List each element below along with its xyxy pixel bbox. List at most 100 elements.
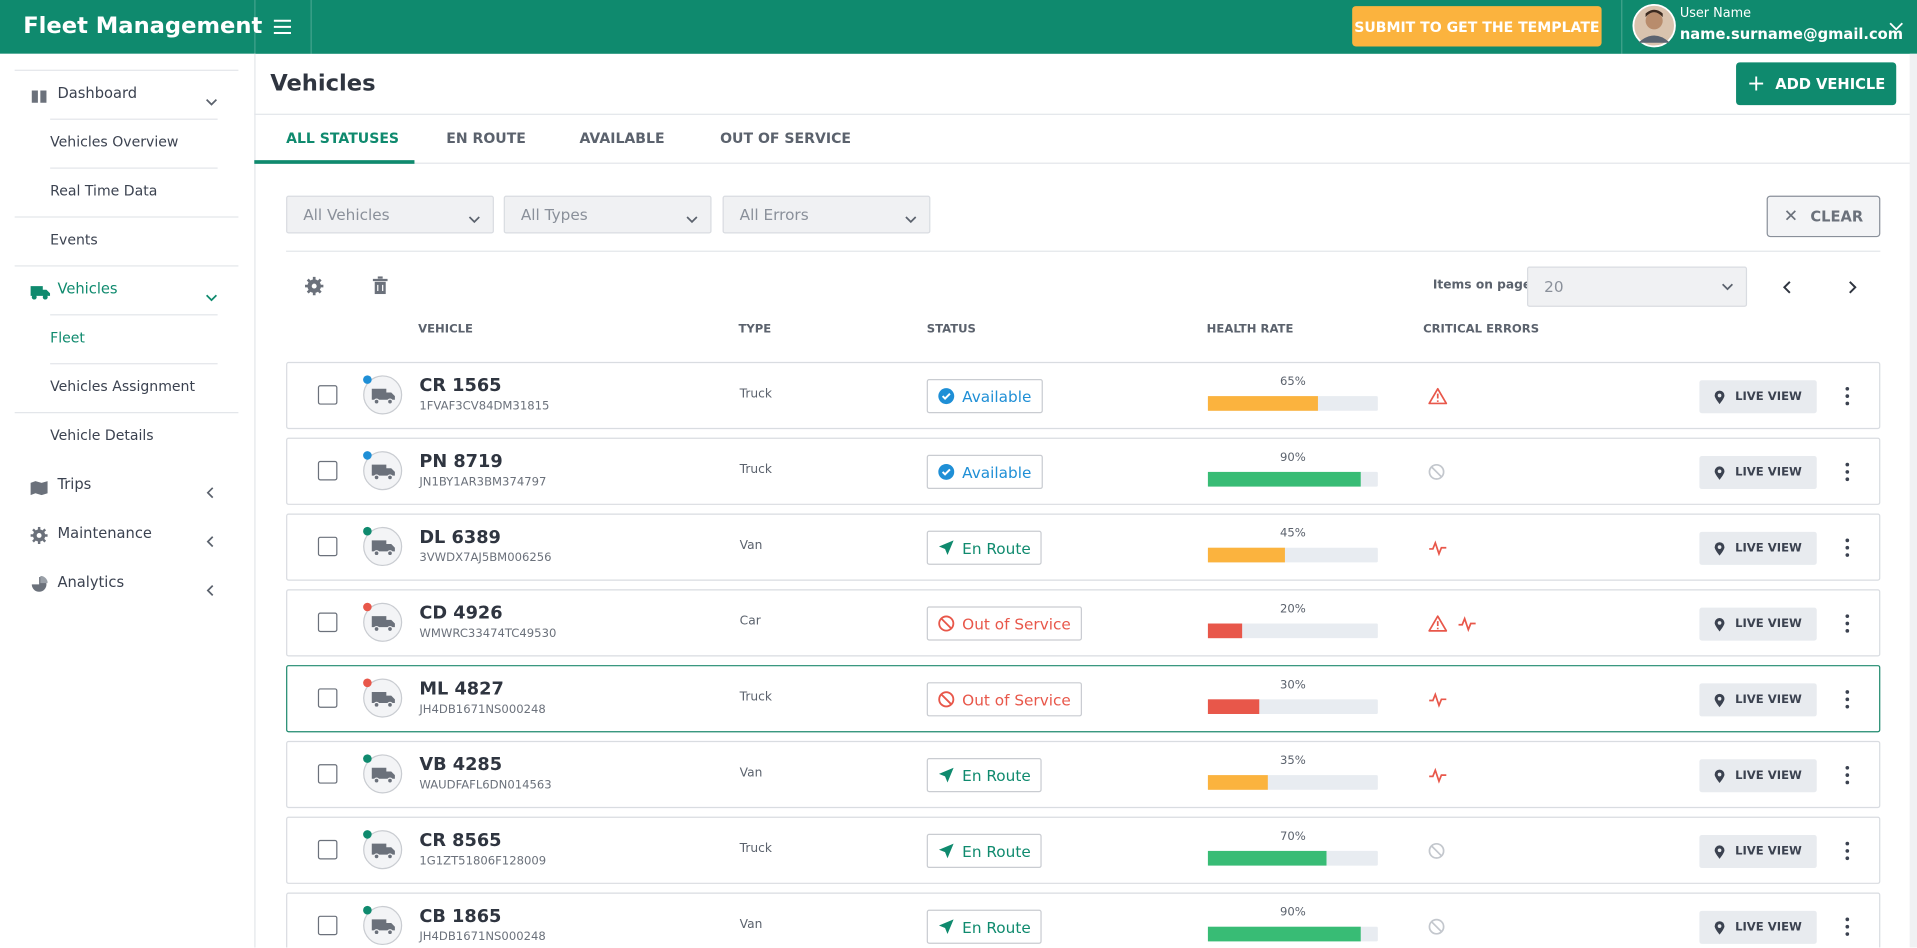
icon bbox=[371, 843, 395, 860]
more-menu[interactable] bbox=[1844, 690, 1851, 714]
nav-subitem[interactable]: Real Time Data bbox=[50, 182, 158, 200]
nav-subitem[interactable]: Events bbox=[50, 231, 98, 249]
icon bbox=[1845, 470, 1850, 474]
nav-item[interactable]: Trips bbox=[57, 475, 92, 493]
icon bbox=[1845, 553, 1850, 557]
checkbox[interactable] bbox=[317, 385, 338, 405]
more-menu[interactable] bbox=[1844, 462, 1851, 486]
filter-select[interactable]: All Errors bbox=[722, 195, 931, 234]
icon bbox=[1845, 621, 1850, 626]
live-view-button[interactable]: LIVE VIEW bbox=[1699, 759, 1817, 793]
checkbox[interactable] bbox=[317, 915, 338, 936]
health-bar bbox=[1207, 775, 1268, 790]
tab[interactable]: AVAILABLE bbox=[579, 129, 665, 147]
prev-page[interactable] bbox=[1781, 280, 1793, 295]
nav-subitem[interactable]: Fleet bbox=[50, 328, 85, 346]
clear-button[interactable]: ✕ CLEAR bbox=[1766, 195, 1881, 238]
error-icon bbox=[1428, 539, 1448, 557]
settings-icon[interactable] bbox=[304, 276, 324, 296]
icon bbox=[686, 216, 698, 224]
icon bbox=[1717, 847, 1722, 852]
icon bbox=[31, 90, 47, 103]
icon bbox=[1845, 932, 1850, 936]
delete-icon[interactable] bbox=[372, 276, 389, 296]
health-bar bbox=[1207, 699, 1259, 714]
icon bbox=[42, 294, 48, 300]
more-menu[interactable] bbox=[1844, 765, 1851, 789]
critical-errors bbox=[1428, 387, 1448, 405]
user-menu-chevron[interactable] bbox=[1889, 21, 1904, 33]
live-view-button[interactable]: LIVE VIEW bbox=[1699, 607, 1817, 641]
checkbox[interactable] bbox=[317, 839, 338, 860]
vehicle-row[interactable]: DL 6389 3VWDX7AJ5BM006256 Van En Route 45% LI… bbox=[286, 513, 1881, 581]
nav-item[interactable]: Dashboard bbox=[57, 84, 138, 102]
live-view-button[interactable]: LIVE VIEW bbox=[1699, 531, 1817, 565]
nav-item[interactable]: Analytics bbox=[57, 573, 125, 591]
error-icon bbox=[1428, 691, 1448, 708]
tab[interactable]: ALL STATUSES bbox=[286, 129, 400, 147]
status-label: En Route bbox=[962, 538, 1031, 557]
cta-button[interactable]: SUBMIT TO GET THE TEMPLATE bbox=[1352, 6, 1602, 47]
health-track bbox=[1207, 396, 1378, 411]
filter-select[interactable]: All Vehicles bbox=[286, 195, 494, 234]
vehicle-row[interactable]: CD 4926 WMWRC33474TC49530 Car Out of Servic… bbox=[286, 589, 1881, 657]
vehicle-row[interactable]: PN 8719 JN1BY1AR3BM374797 Truck Available 90… bbox=[286, 437, 1881, 505]
icon bbox=[938, 388, 955, 405]
health-label: 90% bbox=[1279, 905, 1306, 920]
next-page[interactable] bbox=[1846, 280, 1858, 295]
icon bbox=[1717, 393, 1722, 397]
items-per-page-select[interactable]: 20 bbox=[1527, 266, 1748, 307]
nav-item[interactable]: Vehicles bbox=[57, 279, 118, 298]
nav-subitem[interactable]: Vehicles Assignment bbox=[50, 377, 195, 395]
icon bbox=[1845, 773, 1850, 777]
icon bbox=[938, 767, 954, 783]
live-view-label: LIVE VIEW bbox=[1735, 617, 1802, 631]
divider bbox=[50, 167, 218, 169]
health-label: 45% bbox=[1279, 526, 1306, 541]
live-view-button[interactable]: LIVE VIEW bbox=[1699, 835, 1817, 869]
nav-subitem[interactable]: Vehicle Details bbox=[50, 426, 154, 444]
vehicle-row[interactable]: ML 4827 JH4DB1671NS000248 Truck Out of Serv… bbox=[286, 665, 1881, 733]
add-vehicle-button[interactable]: + ADD VEHICLE bbox=[1736, 62, 1897, 106]
filter-select[interactable]: All Types bbox=[503, 195, 712, 234]
more-menu[interactable] bbox=[1844, 614, 1851, 638]
more-menu[interactable] bbox=[1844, 917, 1851, 941]
more-menu[interactable] bbox=[1844, 538, 1851, 562]
icon bbox=[938, 843, 954, 859]
checkbox[interactable] bbox=[317, 612, 338, 633]
checkbox[interactable] bbox=[317, 536, 338, 557]
more-menu[interactable] bbox=[1844, 386, 1851, 410]
icon bbox=[371, 843, 395, 855]
checkbox[interactable] bbox=[317, 764, 338, 784]
tab[interactable]: OUT OF SERVICE bbox=[720, 129, 852, 147]
vehicle-type: Van bbox=[739, 539, 763, 553]
chevron bbox=[1722, 283, 1734, 291]
vehicle-name: DL 6389 bbox=[419, 528, 501, 548]
divider bbox=[1621, 0, 1623, 54]
avatar[interactable] bbox=[1632, 3, 1676, 48]
live-view-button[interactable]: LIVE VIEW bbox=[1699, 683, 1817, 717]
icon bbox=[386, 474, 394, 481]
column-header: TYPE bbox=[738, 322, 772, 337]
vehicle-vin: 1FVAF3CV84DM31815 bbox=[419, 399, 550, 414]
live-view-button[interactable]: LIVE VIEW bbox=[1699, 456, 1817, 490]
vehicle-row[interactable]: CB 1865 JH4DB1671NS000248 Van En Route 90% LI… bbox=[286, 892, 1881, 948]
vehicle-row[interactable]: CR 1565 1FVAF3CV84DM31815 Truck Available 65… bbox=[286, 361, 1881, 430]
live-view-button[interactable]: LIVE VIEW bbox=[1699, 380, 1817, 414]
checkbox[interactable] bbox=[317, 688, 338, 708]
checkbox[interactable] bbox=[317, 460, 338, 481]
tab[interactable]: EN ROUTE bbox=[446, 129, 526, 147]
icon bbox=[31, 575, 48, 592]
nav-item[interactable]: Maintenance bbox=[57, 524, 152, 542]
vehicle-type: Van bbox=[739, 766, 763, 781]
icon bbox=[1714, 920, 1725, 935]
live-view-button[interactable]: LIVE VIEW bbox=[1699, 910, 1817, 944]
vehicle-row[interactable]: VB 4285 WAUDFAFL6DN014563 Van En Route 35% LI… bbox=[286, 740, 1881, 809]
more-menu[interactable] bbox=[1844, 841, 1851, 865]
health-track bbox=[1207, 850, 1378, 866]
icon bbox=[1714, 693, 1725, 707]
menu-button[interactable] bbox=[273, 18, 293, 35]
vehicle-row[interactable]: CR 8565 1G1ZT51806F128009 Truck En Route 70%… bbox=[286, 816, 1881, 884]
health-bar bbox=[1207, 547, 1285, 563]
nav-subitem[interactable]: Vehicles Overview bbox=[50, 133, 179, 151]
